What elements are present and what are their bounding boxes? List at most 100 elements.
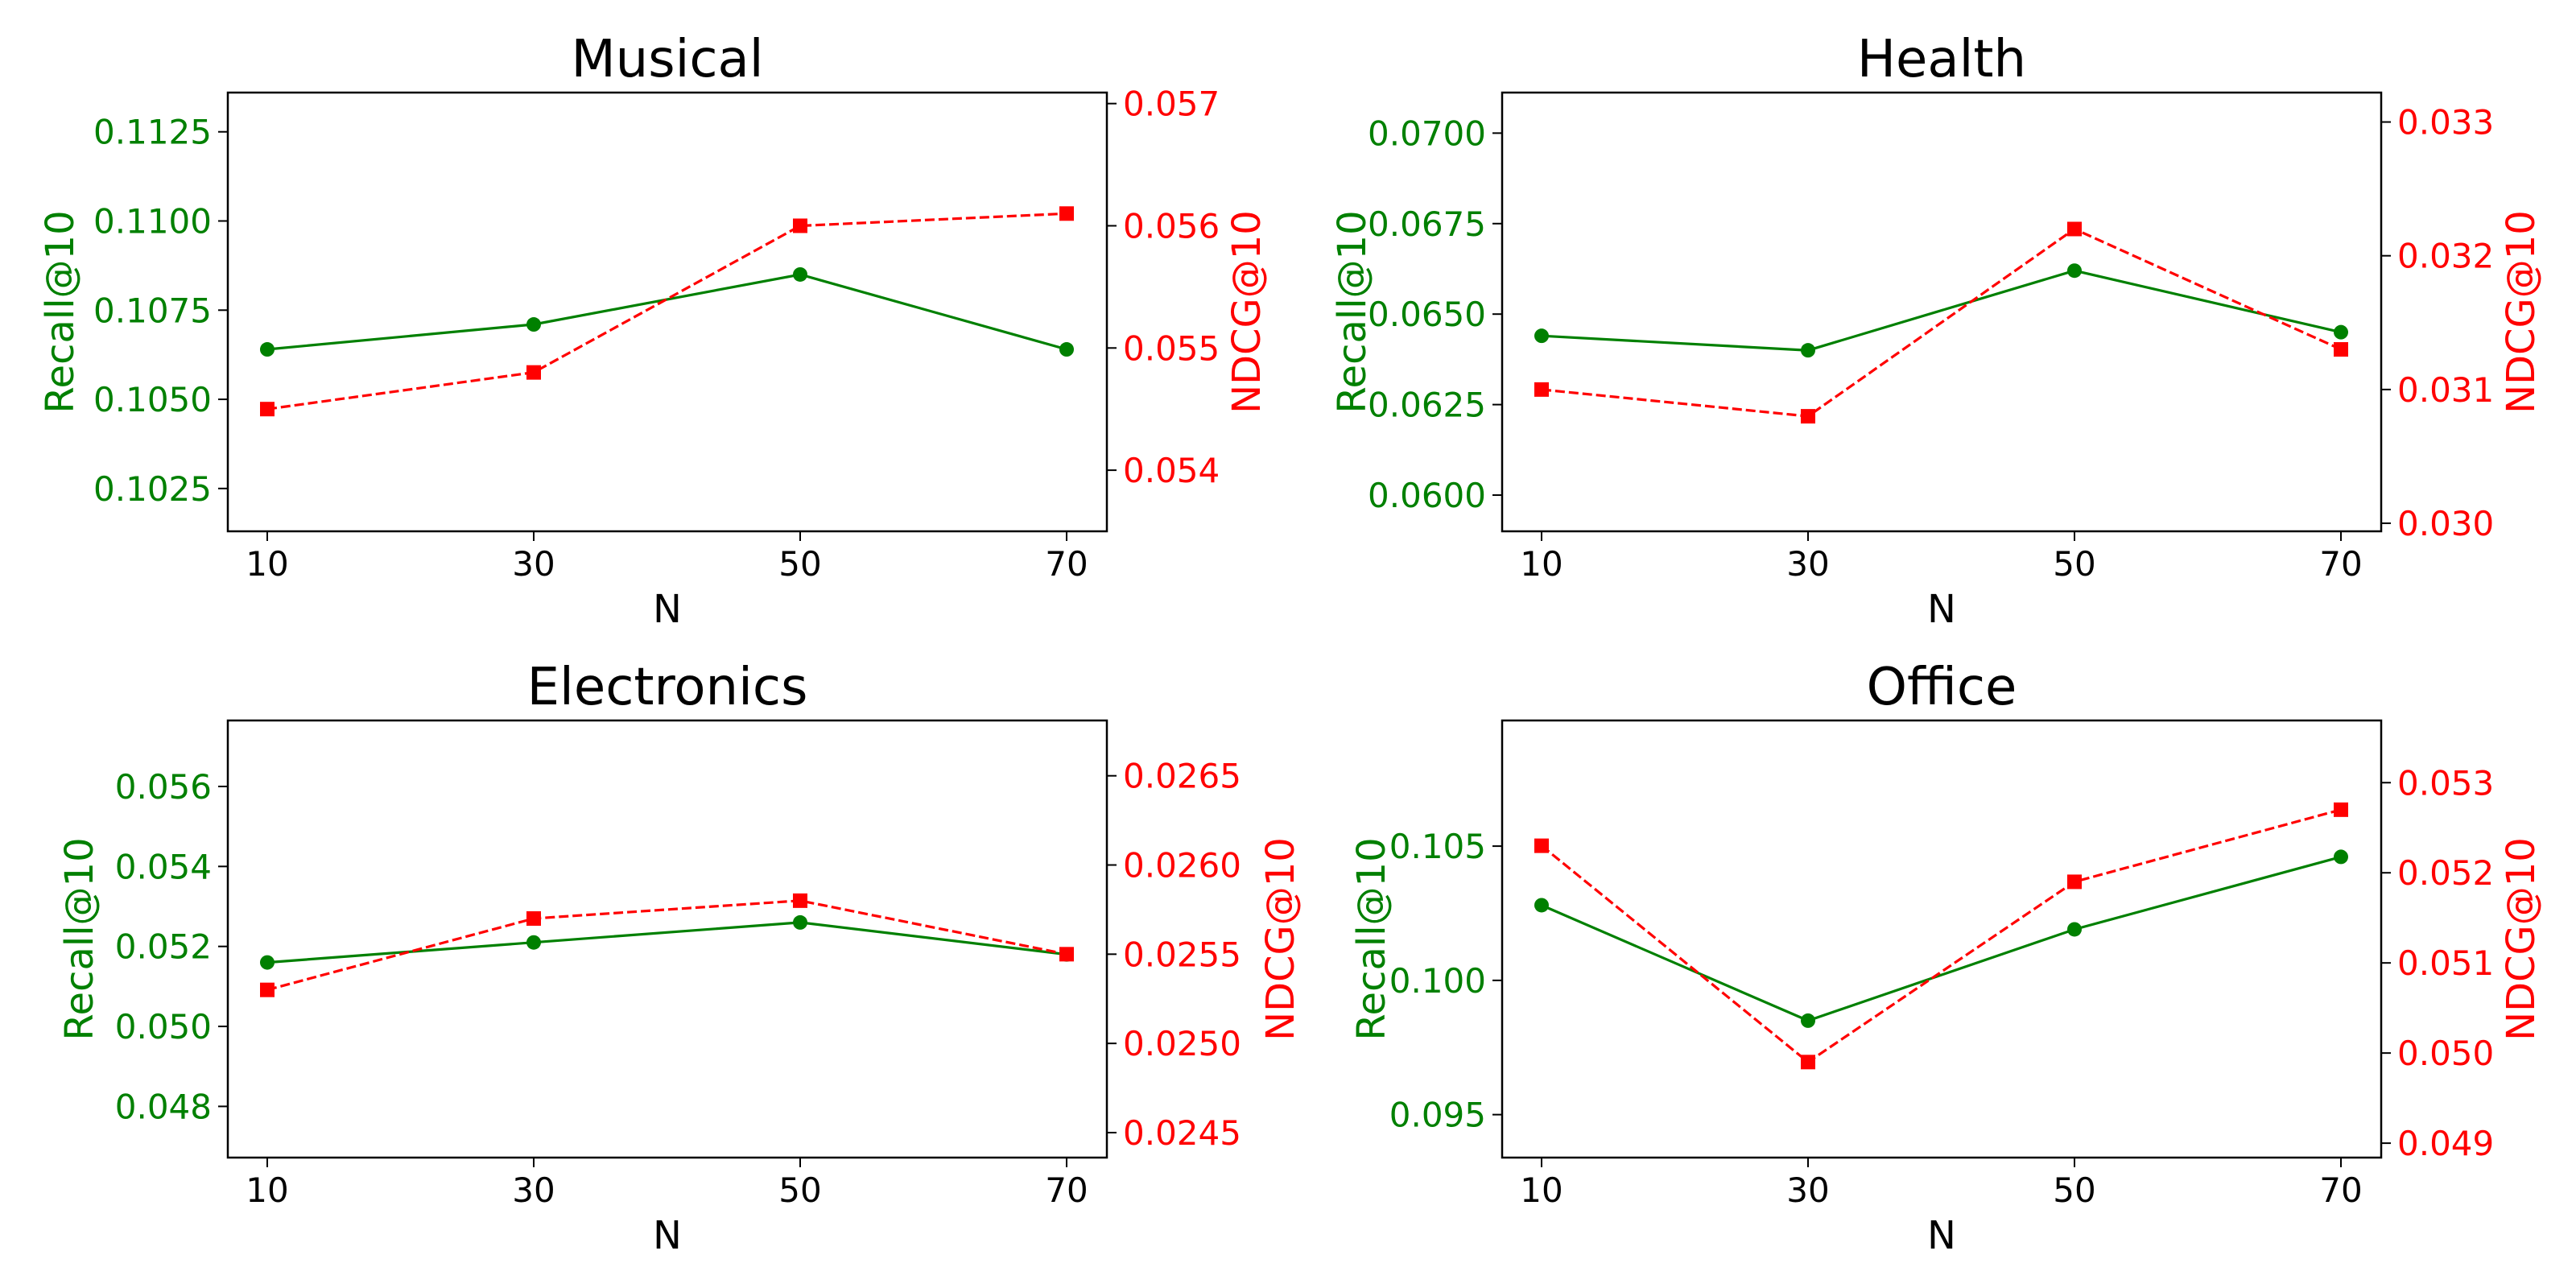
data-point-recall (1534, 328, 1549, 343)
x-tick-label: 70 (2319, 1170, 2362, 1210)
x-tick-label: 10 (246, 544, 288, 584)
x-tick-label: 10 (246, 1170, 288, 1210)
data-point-ndcg (1801, 409, 1815, 423)
x-axis-label: N (653, 1213, 682, 1258)
x-axis-label: N (1927, 1213, 1956, 1258)
left-axis-label: Recall@10 (38, 210, 83, 413)
x-tick-label: 10 (1520, 544, 1563, 584)
left-tick-label: 0.050 (115, 1007, 212, 1046)
right-tick-label: 0.0255 (1123, 935, 1241, 974)
data-point-recall (526, 935, 541, 950)
data-point-recall (260, 342, 275, 357)
chart-title: Electronics (527, 658, 808, 717)
chart-panel-office: Office 10 30 50 70 N 0.095 0.100 0.105 0.049 0.050… (1349, 658, 2544, 1258)
chart-panel-musical: Musical 10 30 50 70 N 0.1025 0.1050 0.1075 0.1100… (38, 30, 1269, 632)
data-point-recall (526, 317, 541, 332)
series-line-recall-at-10 (267, 275, 1067, 349)
x-axis-label: N (653, 587, 682, 632)
left-tick-label: 0.095 (1389, 1096, 1486, 1135)
right-tick-label: 0.030 (2397, 504, 2494, 543)
data-point-ndcg (526, 365, 541, 380)
data-point-ndcg (1801, 1055, 1815, 1069)
plot-frame (228, 93, 1107, 531)
data-point-ndcg (2067, 221, 2082, 236)
right-tick-label: 0.0260 (1123, 846, 1241, 886)
data-point-ndcg (1534, 382, 1549, 397)
series-line-ndcg-at-10 (267, 901, 1067, 990)
left-axis-label: Recall@10 (57, 837, 102, 1040)
data-point-recall (1801, 1013, 1815, 1028)
left-tick-label: 0.048 (115, 1087, 212, 1126)
right-tick-label: 0.0250 (1123, 1024, 1241, 1063)
data-point-ndcg (793, 894, 807, 908)
right-tick-label: 0.0265 (1123, 757, 1241, 796)
data-point-recall (2334, 325, 2348, 340)
x-tick-label: 70 (1045, 544, 1088, 584)
x-tick-label: 30 (1786, 1170, 1829, 1210)
data-point-ndcg (260, 983, 275, 997)
right-tick-label: 0.055 (1123, 328, 1220, 368)
left-tick-label: 0.0700 (1368, 114, 1486, 153)
left-tick-label: 0.0650 (1368, 295, 1486, 334)
left-tick-label: 0.052 (115, 927, 212, 967)
data-point-recall (793, 267, 807, 282)
left-tick-label: 0.056 (115, 767, 212, 807)
x-tick-label: 70 (1045, 1170, 1088, 1210)
x-axis-label: N (1927, 587, 1956, 632)
x-tick-label: 30 (512, 544, 555, 584)
left-tick-label: 0.105 (1389, 827, 1486, 866)
x-tick-label: 50 (2053, 1170, 2095, 1210)
chart-title: Health (1857, 30, 2026, 89)
left-tick-label: 0.1050 (93, 380, 212, 419)
data-point-ndcg (2334, 803, 2348, 817)
series-line-recall-at-10 (1542, 857, 2341, 1021)
data-point-ndcg (1059, 947, 1074, 961)
left-tick-label: 0.1125 (93, 113, 212, 152)
x-tick-label: 30 (512, 1170, 555, 1210)
right-tick-label: 0.051 (2397, 943, 2494, 983)
data-point-ndcg (2334, 342, 2348, 357)
data-point-ndcg (260, 402, 275, 416)
right-tick-label: 0.032 (2397, 237, 2494, 276)
data-point-ndcg (1534, 839, 1549, 853)
right-tick-label: 0.057 (1123, 85, 1220, 124)
right-axis-label: NDCG@10 (1258, 837, 1303, 1041)
right-tick-label: 0.050 (2397, 1034, 2494, 1073)
left-tick-label: 0.0675 (1368, 204, 1486, 244)
left-tick-label: 0.100 (1389, 961, 1486, 1001)
series-line-recall-at-10 (1542, 270, 2341, 350)
data-point-ndcg (526, 911, 541, 926)
data-point-recall (2067, 263, 2082, 278)
data-point-ndcg (2067, 874, 2082, 889)
chart-panel-health: Health 10 30 50 70 N 0.0600 0.0625 0.0650 0.0675 0… (1330, 30, 2544, 632)
right-axis-label: NDCG@10 (2499, 210, 2544, 414)
data-point-ndcg (1059, 206, 1074, 221)
right-tick-label: 0.054 (1123, 451, 1220, 490)
left-tick-label: 0.0625 (1368, 386, 1486, 425)
data-point-recall (1801, 343, 1815, 357)
x-tick-label: 50 (778, 544, 821, 584)
data-point-recall (1534, 898, 1549, 912)
plot-frame (228, 720, 1107, 1158)
data-point-recall (2334, 849, 2348, 864)
chart-panel-electronics: Electronics 10 30 50 70 N 0.048 0.050 0.052 0.054… (57, 658, 1303, 1258)
x-tick-label: 50 (778, 1170, 821, 1210)
left-tick-label: 0.1100 (93, 202, 212, 242)
chart-title: Musical (571, 30, 763, 89)
left-tick-label: 0.054 (115, 847, 212, 886)
series-line-ndcg-at-10 (1542, 810, 2341, 1063)
left-axis-label: Recall@10 (1349, 837, 1394, 1040)
data-point-recall (260, 956, 275, 970)
data-point-recall (1059, 342, 1074, 357)
right-axis-label: NDCG@10 (2499, 837, 2544, 1041)
right-tick-label: 0.056 (1123, 206, 1220, 246)
data-point-recall (2067, 922, 2082, 936)
series-line-ndcg-at-10 (1542, 229, 2341, 417)
right-tick-label: 0.052 (2397, 853, 2494, 893)
right-axis-label: NDCG@10 (1224, 210, 1269, 414)
x-tick-label: 50 (2053, 544, 2095, 584)
data-point-ndcg (793, 218, 807, 233)
left-tick-label: 0.1025 (93, 469, 212, 509)
chart-title: Office (1867, 658, 2017, 717)
